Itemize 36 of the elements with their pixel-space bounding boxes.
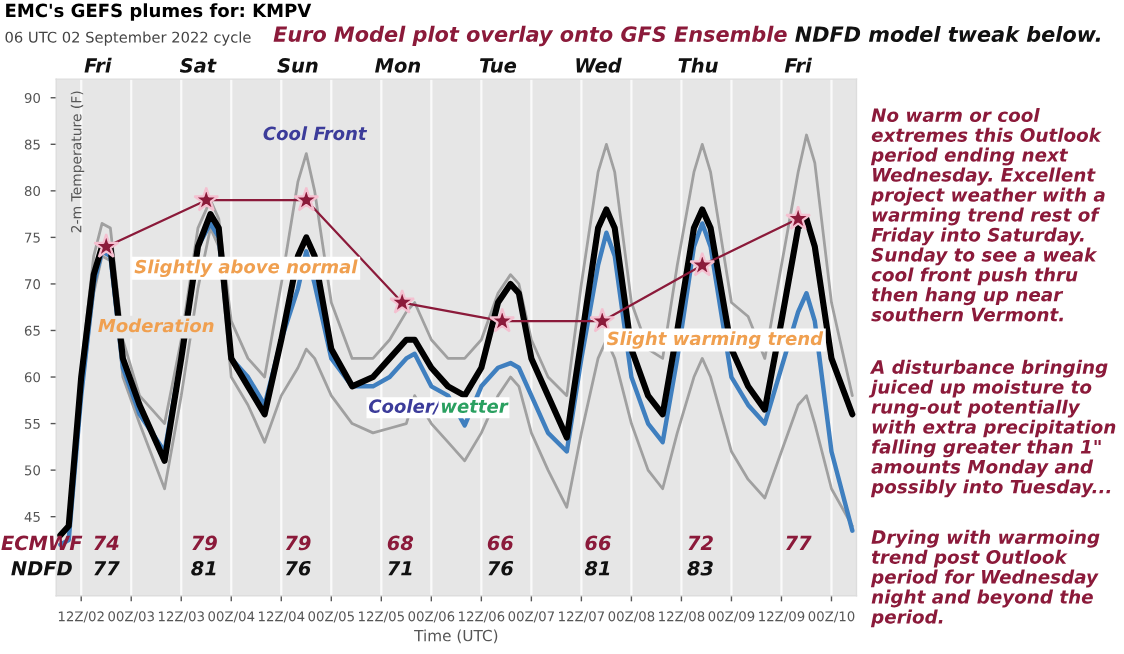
text: Wed xyxy=(576,57,622,73)
annotation: 72 xyxy=(688,535,713,551)
text: Thu xyxy=(678,57,718,73)
text: Sun xyxy=(277,58,318,73)
annotation: Slight warming trend xyxy=(606,331,824,349)
text: Mon xyxy=(375,58,421,73)
text: No warm or cool extremes this Outlook period ending next Wednesday. Excellent project weather with a warming trend rest of Friday into Saturday. Sunday to see a weak cool front push thru then hang up near southern Vermont. xyxy=(870,107,1105,322)
text: A disturbance bringing juiced up moisture to rung-out potentially with extra precipitation falling greater than 1" amounts Monday and possibly into Tuesday... xyxy=(868,359,1116,498)
annotation: 81 xyxy=(584,560,610,576)
text: Tue xyxy=(479,58,517,73)
text: Drying with warmoing trend post Outlook period for Wednesday night and beyond the period. xyxy=(870,529,1100,628)
annotation: 79 xyxy=(285,535,311,551)
text: Euro Model plot overlay onto GFS Ensemble xyxy=(273,25,787,47)
text: Fri xyxy=(84,57,112,73)
annotation: 68 xyxy=(387,535,414,551)
annotation: 79 xyxy=(192,535,217,551)
annotation: 77 xyxy=(786,535,812,551)
text: Sat xyxy=(179,58,217,73)
annotation: 71 xyxy=(388,561,412,576)
annotation: NDFD xyxy=(11,561,72,576)
annotation: 76 xyxy=(285,560,311,576)
chart-title: EMC's GEFS plumes for: KMPV xyxy=(6,3,312,21)
annotation: 77 xyxy=(94,561,120,576)
annotation: 83 xyxy=(687,560,713,576)
annotation: 76 xyxy=(488,560,514,576)
annotation: 66 xyxy=(487,535,514,551)
text: Fri xyxy=(784,57,812,73)
annotation: 66 xyxy=(585,535,611,551)
annotation: Cool Front xyxy=(263,126,368,141)
annotation: Cooler/ xyxy=(368,398,442,415)
annotation: Moderation xyxy=(98,318,214,333)
annotation: wetter xyxy=(441,400,509,413)
annotation: Slightly above normal xyxy=(134,259,358,278)
annotation: 81 xyxy=(191,560,216,576)
text: NDFD model tweak below. xyxy=(795,25,1101,43)
annotation: 74 xyxy=(94,535,119,551)
